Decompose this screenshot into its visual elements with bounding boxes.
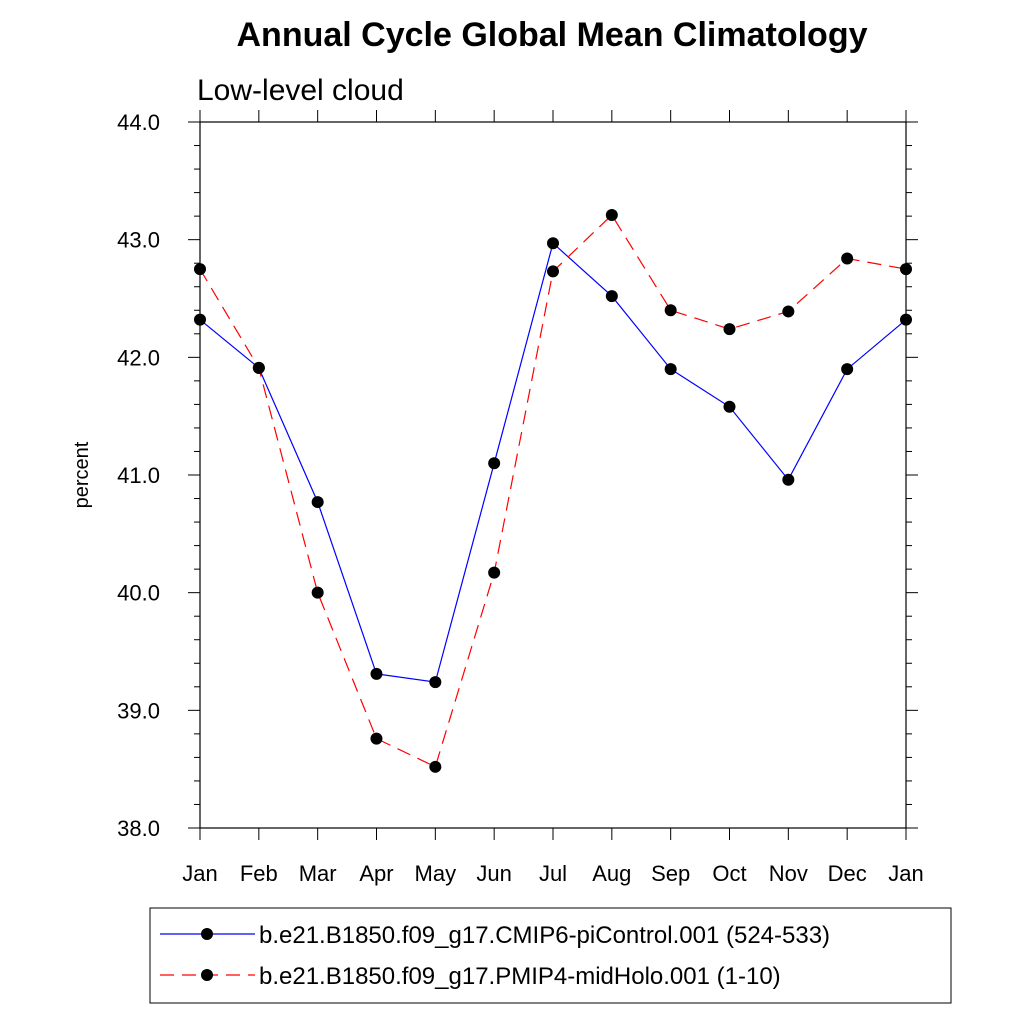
legend-box (149, 907, 952, 1004)
data-point-series-1 (664, 363, 677, 376)
series-line-2 (199, 214, 907, 768)
y-tick-label: 39.0 (117, 698, 160, 723)
x-tick-label: Jun (476, 861, 511, 886)
axes: 38.0 39.0 40.0 41.0 42.0 43.0 44.0 Jan Feb Mar Apr… (117, 110, 924, 886)
x-tick-label: Sep (651, 861, 690, 886)
x-tick-label: Oct (712, 861, 746, 886)
data-point-series-1 (900, 313, 912, 326)
data-point-series-2 (841, 252, 854, 265)
data-point-series-2 (370, 732, 383, 745)
y-tick-label: 44.0 (117, 110, 160, 135)
chart-subtitle: Low-level cloud (197, 74, 404, 107)
data-point-series-2 (782, 305, 795, 318)
series-line-1 (199, 242, 907, 683)
x-tick-label: Jan (888, 861, 923, 886)
data-point-series-2 (311, 586, 324, 599)
data-point-series-1 (782, 473, 795, 486)
y-tick-label: 40.0 (117, 581, 160, 606)
x-tick-label: Nov (769, 861, 808, 886)
data-point-series-1 (194, 313, 206, 326)
y-tick-label: 41.0 (117, 463, 160, 488)
data-point-series-2 (547, 265, 559, 278)
data-point-series-1 (488, 457, 501, 470)
data-point-series-2 (900, 263, 912, 276)
x-tick-label: Mar (299, 861, 337, 886)
data-point-series-2 (252, 361, 265, 374)
legend: b.e21.B1850.f09_g17.CMIP6-piControl.001 … (149, 907, 952, 1004)
x-tick-label: May (415, 861, 457, 886)
legend-marker-series-1 (201, 928, 213, 940)
data-point-series-1 (547, 237, 559, 250)
data-point-series-2 (723, 323, 736, 336)
legend-label-series-2: b.e21.B1850.f09_g17.PMIP4-midHolo.001 (1… (259, 963, 781, 990)
y-tick-label: 42.0 (117, 345, 160, 370)
x-tick-label: Jan (182, 861, 217, 886)
y-tick-label: 43.0 (117, 228, 160, 253)
data-point-series-2 (664, 304, 677, 317)
legend-label-series-1: b.e21.B1850.f09_g17.CMIP6-piControl.001 … (259, 922, 830, 949)
series-layer (194, 208, 912, 773)
x-tick-label: Feb (240, 861, 278, 886)
data-point-series-1 (311, 496, 324, 509)
data-point-series-2 (488, 566, 501, 579)
legend-marker-series-2 (201, 969, 213, 981)
data-point-series-1 (370, 667, 383, 680)
x-tick-label: Aug (592, 861, 631, 886)
y-axis-label: percent (71, 441, 93, 508)
chart-title: Annual Cycle Global Mean Climatology (237, 16, 868, 54)
data-point-series-1 (723, 400, 736, 413)
data-point-series-2 (429, 760, 442, 773)
data-point-series-1 (429, 676, 442, 689)
x-tick-label: Dec (828, 861, 867, 886)
data-point-series-1 (841, 363, 854, 376)
data-point-series-1 (605, 290, 618, 303)
data-point-series-2 (194, 263, 206, 276)
x-tick-label: Apr (359, 861, 393, 886)
data-point-series-2 (605, 208, 618, 221)
x-tick-label: Jul (539, 861, 567, 886)
y-tick-label: 38.0 (117, 816, 160, 841)
